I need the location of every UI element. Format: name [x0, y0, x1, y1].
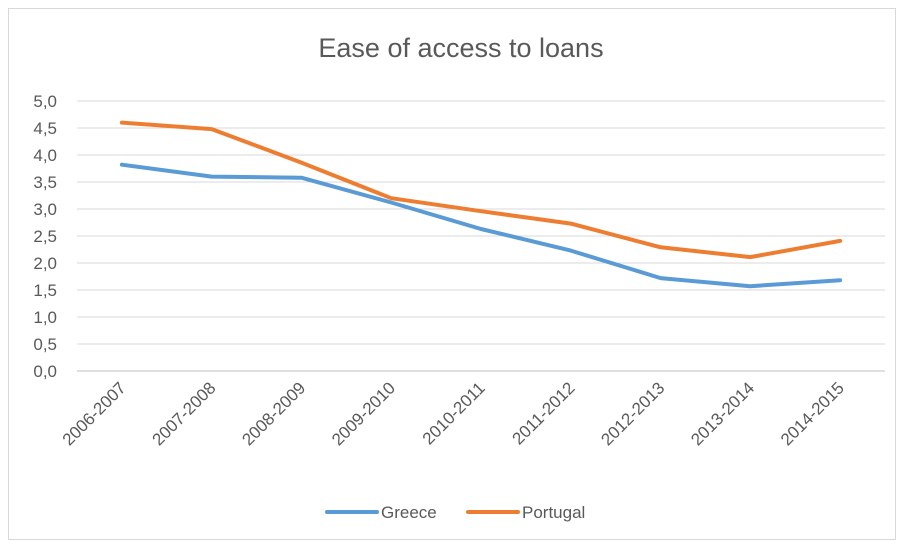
series-line-greece — [119, 162, 843, 289]
chart-frame — [8, 8, 896, 540]
legend-label-greece: Greece — [381, 503, 437, 522]
x-tick-label: 2010-2011 — [419, 378, 489, 448]
y-tick-label: 2,0 — [33, 254, 57, 273]
x-tick-label: 2008-2009 — [238, 378, 309, 449]
x-tick-label: 2014-2015 — [777, 378, 848, 449]
x-tick-label: 2009-2010 — [328, 378, 399, 449]
chart-title: Ease of access to loans — [318, 33, 603, 63]
y-tick-label: 4,5 — [33, 119, 57, 138]
x-tick-label: 2012-2013 — [597, 378, 668, 449]
x-tick-label: 2006-2007 — [59, 378, 130, 449]
x-axis-tick-labels: 2006-2007 2007-2008 2008-2009 2009-2010 2010… — [59, 378, 848, 449]
series-lines — [119, 120, 843, 289]
series-line-portugal — [119, 120, 843, 260]
y-tick-label: 0,0 — [33, 362, 57, 381]
legend: Greece Portugal — [325, 503, 585, 522]
legend-label-portugal: Portugal — [522, 503, 585, 522]
y-tick-label: 2,5 — [33, 227, 57, 246]
y-tick-label: 1,5 — [33, 281, 57, 300]
y-tick-label: 1,0 — [33, 308, 57, 327]
y-tick-label: 0,5 — [33, 335, 57, 354]
x-tick-label: 2011-2012 — [509, 378, 579, 448]
y-tick-label: 4,0 — [33, 146, 57, 165]
gridlines — [77, 100, 885, 372]
x-tick-label: 2013-2014 — [687, 378, 758, 449]
y-tick-label: 3,0 — [33, 200, 57, 219]
y-axis-tick-labels: 0,0 0,5 1,0 1,5 2,0 2,5 3,0 3,5 4,0 4,5 5,0 — [33, 92, 57, 381]
x-tick-label: 2007-2008 — [149, 378, 220, 449]
y-tick-label: 3,5 — [33, 173, 57, 192]
y-tick-label: 5,0 — [33, 92, 57, 111]
